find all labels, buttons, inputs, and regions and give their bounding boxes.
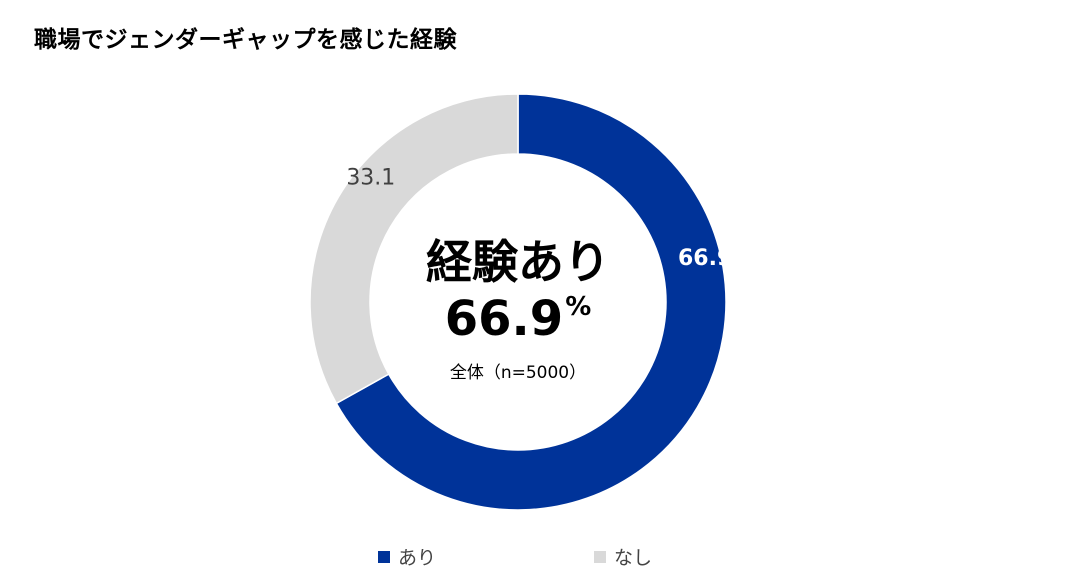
slice-label-nashi: 33.1 xyxy=(346,166,395,191)
chart-title: 職場でジェンダーギャップを感じた経験 xyxy=(34,27,457,53)
legend-swatch-ari xyxy=(378,550,390,563)
center-subtitle: 全体（n=5000） xyxy=(449,363,587,383)
center-value-unit: % xyxy=(565,292,592,322)
center-value-number: 66.9 xyxy=(444,291,564,347)
legend-label-ari: あり xyxy=(398,547,437,569)
legend-item-nashi: なし xyxy=(594,543,652,570)
legend-swatch-nashi xyxy=(594,550,606,563)
donut-slice-ari xyxy=(335,93,727,511)
center-label: 経験あり xyxy=(426,235,610,289)
legend: あり なし xyxy=(0,543,1065,571)
legend-label-nashi: なし xyxy=(614,547,653,569)
center-value: 66.9% xyxy=(0,291,1036,347)
legend-item-ari: あり xyxy=(378,543,436,570)
slice-label-ari: 66.9 xyxy=(678,246,732,271)
donut-slice-nashi xyxy=(309,93,519,405)
